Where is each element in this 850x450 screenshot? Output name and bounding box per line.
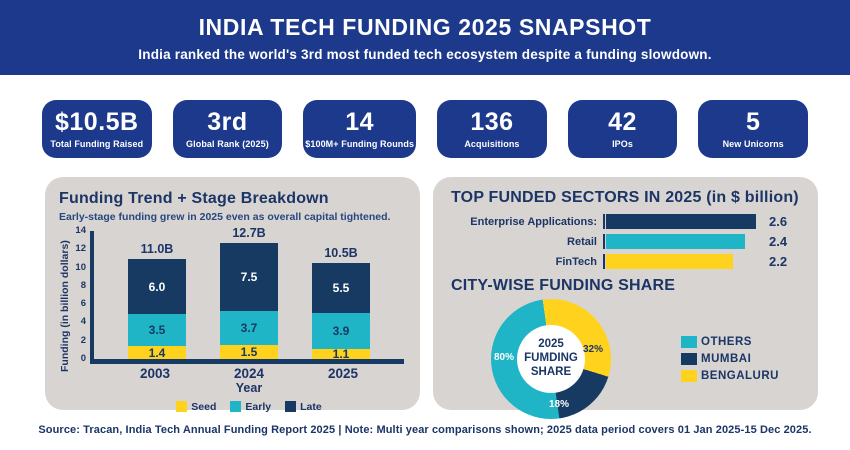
segment-seed: 1.4: [128, 346, 186, 360]
stat-card-global-rank: 3rd Global Rank (2025): [172, 100, 283, 158]
page-subtitle: India ranked the world's 3rd most funded…: [138, 46, 712, 62]
source-note: Source: Tracan, India Tech Annual Fundin…: [38, 424, 812, 436]
bar-2024: 12.7B 7.5 3.7 1.5: [220, 226, 278, 359]
legend-item-early: Early: [230, 401, 271, 413]
stat-card-new-unicorns: 5 New Unicorns: [698, 100, 808, 158]
plot-area: 11.0B 6.0 3.5 1.4 12.7B 7.5: [90, 226, 404, 364]
donut-center-label: 2025 FUMDING SHARE: [517, 325, 585, 393]
funding-trend-panel: Funding Trend + Stage Breakdown Early-st…: [45, 177, 420, 413]
funding-trend-subtitle: Early-stage funding grew in 2025 even as…: [59, 211, 391, 223]
top-sectors-title: TOP FUNDED SECTORS IN 2025 (in $ billion…: [451, 189, 799, 206]
stat-card-funding-rounds: 14 $100M+ Funding Rounds: [303, 100, 417, 158]
stat-value: 14: [345, 107, 375, 136]
sector-row-fintech: FinTech 2.2: [555, 254, 788, 269]
stage-legend: Seed Early Late: [94, 401, 404, 413]
x-tick: 2003: [139, 366, 171, 381]
sector-bar: [606, 214, 757, 229]
x-axis-title: Year: [235, 380, 263, 395]
segment-seed: 1.5: [220, 345, 278, 359]
stat-label: Total Funding Raised: [50, 138, 144, 149]
x-axis-labels: 2003 2024 Year 2025: [94, 366, 404, 396]
stat-label: Global Rank (2025): [186, 138, 269, 149]
mumbai-swatch-icon: [681, 353, 697, 365]
segment-seed: 1.1: [312, 347, 370, 361]
segment-late: 6.0: [128, 259, 186, 315]
stat-label: $100M+ Funding Rounds: [305, 138, 415, 149]
stat-label: Acquisitions: [464, 138, 520, 149]
city-share-chart: 2025 FUMDING SHARE 32% 18% 80% OTHERS: [451, 299, 800, 419]
segment-late: 5.5: [312, 263, 370, 314]
late-swatch-icon: [285, 401, 297, 413]
legend-item-mumbai: MUMBAI: [681, 353, 779, 365]
bar-2003: 11.0B 6.0 3.5 1.4: [128, 242, 186, 360]
stat-card-acquisitions: 136 Acquisitions: [437, 100, 547, 158]
page-title: INDIA TECH FUNDING 2025 SNAPSHOT: [198, 13, 652, 40]
stat-value: $10.5B: [55, 107, 139, 136]
stats-row: $10.5B Total Funding Raised 3rd Global R…: [0, 100, 850, 158]
early-swatch-icon: [230, 401, 242, 413]
pct-label-others: 80%: [494, 352, 515, 363]
bengaluru-swatch-icon: [681, 370, 697, 382]
legend-item-seed: Seed: [176, 401, 216, 413]
sector-row-enterprise: Enterprise Applications: 2.6: [470, 214, 788, 229]
segment-early: 3.9: [312, 313, 370, 349]
city-legend: OTHERS MUMBAI BENGALURU: [681, 336, 779, 382]
content-row: Funding Trend + Stage Breakdown Early-st…: [0, 177, 850, 419]
stat-card-ipos: 42 IPOs: [567, 100, 678, 158]
legend-item-late: Late: [285, 401, 322, 413]
stacked-bar-chart: Funding (in billion dollars) 14 12 10 8 …: [59, 225, 404, 413]
bar-total-label: 12.7B: [232, 225, 266, 240]
x-tick: 2024: [233, 366, 265, 381]
seed-swatch-icon: [176, 401, 188, 413]
legend-item-others: OTHERS: [681, 336, 779, 348]
funding-trend-title: Funding Trend + Stage Breakdown: [59, 190, 329, 207]
stat-value: 136: [470, 107, 514, 136]
y-axis-ticks: 14 12 10 8 6 4 2 0: [75, 225, 86, 364]
x-tick: 2025: [327, 366, 359, 381]
others-swatch-icon: [681, 336, 697, 348]
right-panel: TOP FUNDED SECTORS IN 2025 (in $ billion…: [433, 177, 818, 419]
stat-card-total-funding: $10.5B Total Funding Raised: [42, 100, 152, 158]
segment-early: 3.7: [220, 311, 278, 346]
stat-value: 42: [608, 107, 637, 136]
header-band: INDIA TECH FUNDING 2025 SNAPSHOT India r…: [0, 0, 850, 75]
sector-bar: [606, 254, 734, 269]
stat-label: New Unicorns: [722, 138, 784, 149]
sector-bar-chart: Enterprise Applications: 2.6 Retail 2.4 …: [451, 214, 800, 269]
stat-value: 5: [745, 107, 761, 136]
pct-label-bengaluru: 32%: [583, 344, 604, 355]
bar-2025: 10.5B 5.5 3.9 1.1: [312, 246, 370, 361]
sector-bar: [606, 234, 745, 249]
y-axis-label: Funding (in billion dollars): [59, 240, 71, 372]
sector-row-retail: Retail 2.4: [567, 234, 788, 249]
segment-early: 3.5: [128, 314, 186, 347]
pct-label-mumbai: 18%: [549, 399, 570, 410]
bar-total-label: 10.5B: [324, 246, 358, 261]
stat-value: 3rd: [207, 107, 248, 136]
segment-late: 7.5: [220, 242, 278, 312]
legend-item-bengaluru: BENGALURU: [681, 370, 779, 382]
bar-total-label: 11.0B: [140, 242, 174, 257]
stat-label: IPOs: [612, 138, 633, 149]
city-share-title: CITY-WISE FUNDING SHARE: [451, 277, 676, 294]
